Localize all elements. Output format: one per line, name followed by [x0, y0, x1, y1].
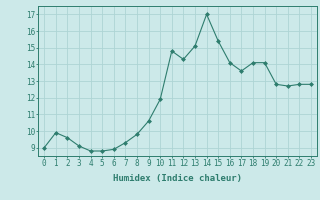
- X-axis label: Humidex (Indice chaleur): Humidex (Indice chaleur): [113, 174, 242, 183]
